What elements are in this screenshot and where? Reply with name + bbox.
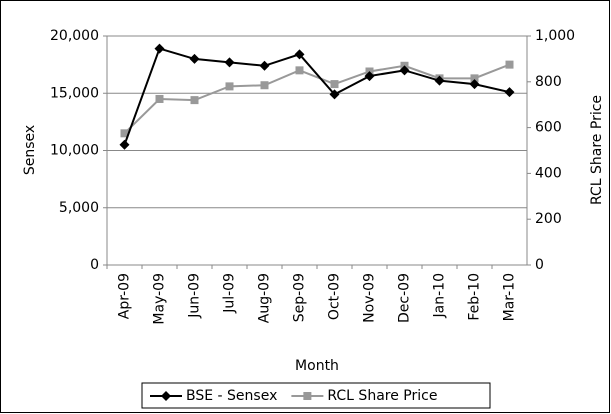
- x-tick-label: May-09: [152, 273, 168, 325]
- x-tick-label: Dec-09: [397, 273, 413, 323]
- y-axis-label: Sensex: [22, 125, 38, 175]
- point: [504, 87, 515, 98]
- point: [259, 60, 270, 71]
- legend-label: BSE - Sensex: [186, 388, 277, 404]
- y2-axis-label: RCL Share Price: [589, 95, 605, 205]
- y-tick-label: 10,000: [50, 143, 99, 159]
- point: [155, 94, 164, 103]
- point: [399, 65, 410, 76]
- y-tick-label: 5,000: [59, 200, 99, 216]
- legend-marker: [161, 391, 171, 401]
- x-tick-label: Jan-10: [432, 273, 448, 318]
- y-tick-label: 20,000: [50, 28, 99, 44]
- point: [295, 66, 304, 75]
- y2-tick-label: 1,000: [535, 28, 575, 44]
- legend-marker: [303, 392, 312, 400]
- x-tick-label: Apr-09: [117, 273, 133, 319]
- point: [294, 49, 305, 60]
- point: [190, 96, 199, 105]
- x-tick-label: Jun-09: [187, 273, 203, 319]
- point: [225, 82, 234, 91]
- point: [329, 89, 340, 100]
- y-tick-label: 0: [90, 257, 99, 273]
- point: [330, 80, 339, 89]
- point: [469, 79, 480, 90]
- y2-tick-label: 400: [535, 165, 562, 181]
- series-line: [123, 47, 510, 146]
- y2-tick-label: 0: [535, 257, 544, 273]
- x-tick-label: Mar-10: [502, 273, 518, 321]
- series-line: [123, 63, 510, 135]
- point: [434, 75, 445, 86]
- x-axis-label: Month: [295, 358, 339, 374]
- point: [120, 129, 129, 138]
- point: [154, 43, 165, 54]
- x-tick-label: Feb-10: [467, 273, 483, 321]
- point: [119, 139, 130, 150]
- x-tick-label: Nov-09: [362, 273, 378, 323]
- point: [189, 53, 200, 64]
- point: [470, 74, 479, 83]
- x-tick-label: Aug-09: [257, 273, 273, 323]
- x-tick-label: Sep-09: [292, 273, 308, 322]
- point: [260, 81, 269, 90]
- legend: BSE - Sensex RCL Share Price: [141, 382, 491, 409]
- y-tick-label: 15,000: [50, 85, 99, 101]
- point: [505, 60, 514, 69]
- point: [224, 57, 235, 68]
- x-tick-label: Oct-09: [327, 273, 343, 320]
- x-tick-label: Jul-09: [222, 273, 238, 314]
- y2-tick-label: 600: [535, 120, 562, 136]
- y2-tick-label: 800: [535, 74, 562, 90]
- y2-tick-label: 200: [535, 211, 562, 227]
- legend-label: RCL Share Price: [327, 388, 437, 404]
- point: [364, 71, 375, 82]
